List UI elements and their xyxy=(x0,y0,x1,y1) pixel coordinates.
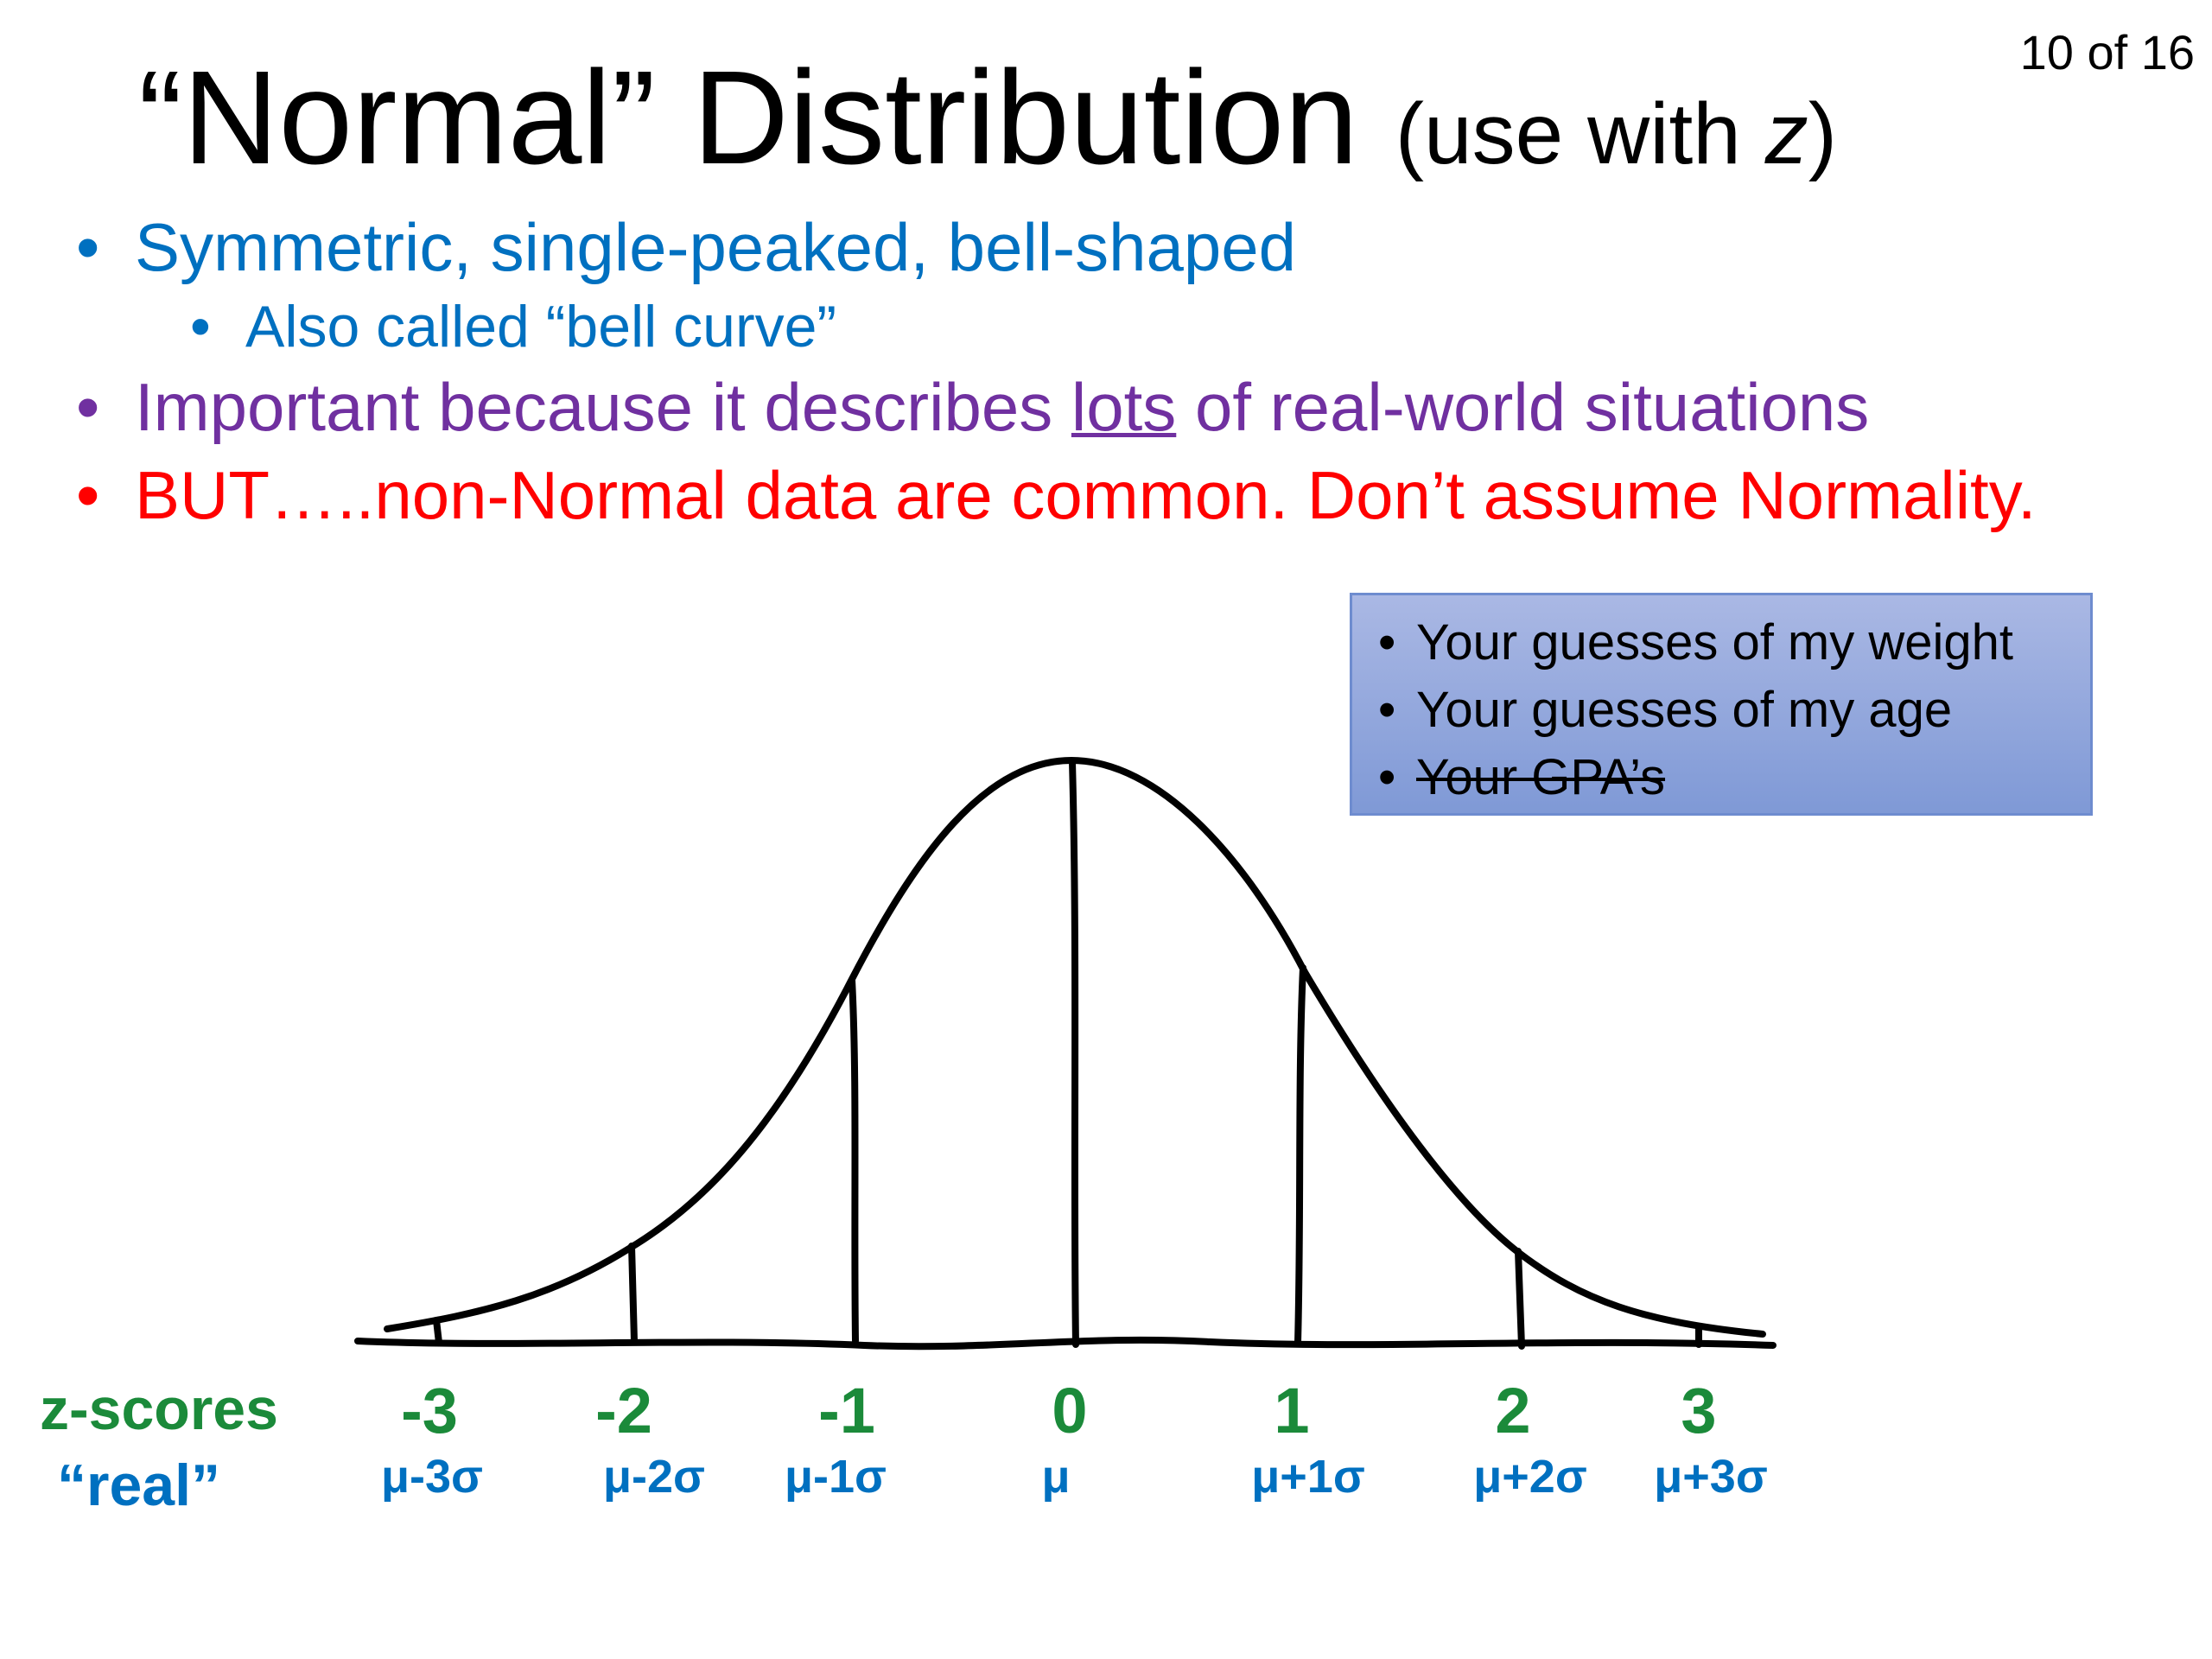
example-age: • Your guesses of my age xyxy=(1378,682,1953,738)
bullet-important: • Important because it describes lots of … xyxy=(76,369,1870,446)
bullet-list: • Symmetric, single-peaked, bell-shaped •… xyxy=(76,207,2184,536)
real-label-mu-plus-3sigma: μ+3σ xyxy=(1654,1451,1768,1503)
line-z-neg1 xyxy=(849,976,859,1344)
bullet-symmetric: • Symmetric, single-peaked, bell-shaped xyxy=(76,209,1296,285)
real-row-label: “real” xyxy=(57,1452,220,1518)
examples-box: • Your guesses of my weight • Your guesses… xyxy=(1350,593,2093,816)
real-label-mu-minus-2sigma: μ-2σ xyxy=(603,1451,705,1503)
line-z-neg3 xyxy=(433,1317,442,1346)
z-label-0: 0 xyxy=(1052,1375,1088,1446)
line-z-neg2 xyxy=(628,1243,638,1344)
z-label-2: 2 xyxy=(1495,1375,1531,1446)
line-z-2 xyxy=(1515,1248,1525,1350)
subbullet-bell-curve: • Also called “bell curve” xyxy=(190,293,837,359)
z-label-neg2: -2 xyxy=(595,1375,652,1446)
baseline-axis xyxy=(354,1336,1777,1351)
real-label-mu: μ xyxy=(1041,1451,1071,1503)
title-subtitle: (use with z) xyxy=(1395,86,1837,182)
real-label-mu-minus-3sigma: μ-3σ xyxy=(381,1451,483,1503)
title-main: “Normal” Distribution xyxy=(138,43,1358,192)
underlined-lots: lots xyxy=(1071,369,1177,446)
z-label-3: 3 xyxy=(1681,1375,1717,1446)
z-label-1: 1 xyxy=(1274,1375,1310,1446)
slide-number: 10 of 16 xyxy=(2019,25,2195,79)
line-z-0 xyxy=(1069,759,1079,1348)
line-z-1 xyxy=(1294,964,1306,1346)
example-weight: • Your guesses of my weight xyxy=(1378,614,2014,671)
real-label-mu-plus-2sigma: μ+2σ xyxy=(1473,1451,1587,1503)
real-label-mu-minus-1sigma: μ-1σ xyxy=(785,1451,887,1503)
z-label-neg1: -1 xyxy=(818,1375,875,1446)
z-scores-row-label: z-scores xyxy=(40,1376,278,1442)
real-label-mu-plus-1sigma: μ+1σ xyxy=(1251,1451,1365,1503)
bullet-warning: • BUT…..non-Normal data are common. Don’t… xyxy=(76,456,2037,533)
example-gpa-struck: • Your GPA’s xyxy=(1378,749,1666,805)
z-label-neg3: -3 xyxy=(401,1375,458,1446)
slide-title: “Normal” Distribution (use with z) xyxy=(138,41,1837,194)
